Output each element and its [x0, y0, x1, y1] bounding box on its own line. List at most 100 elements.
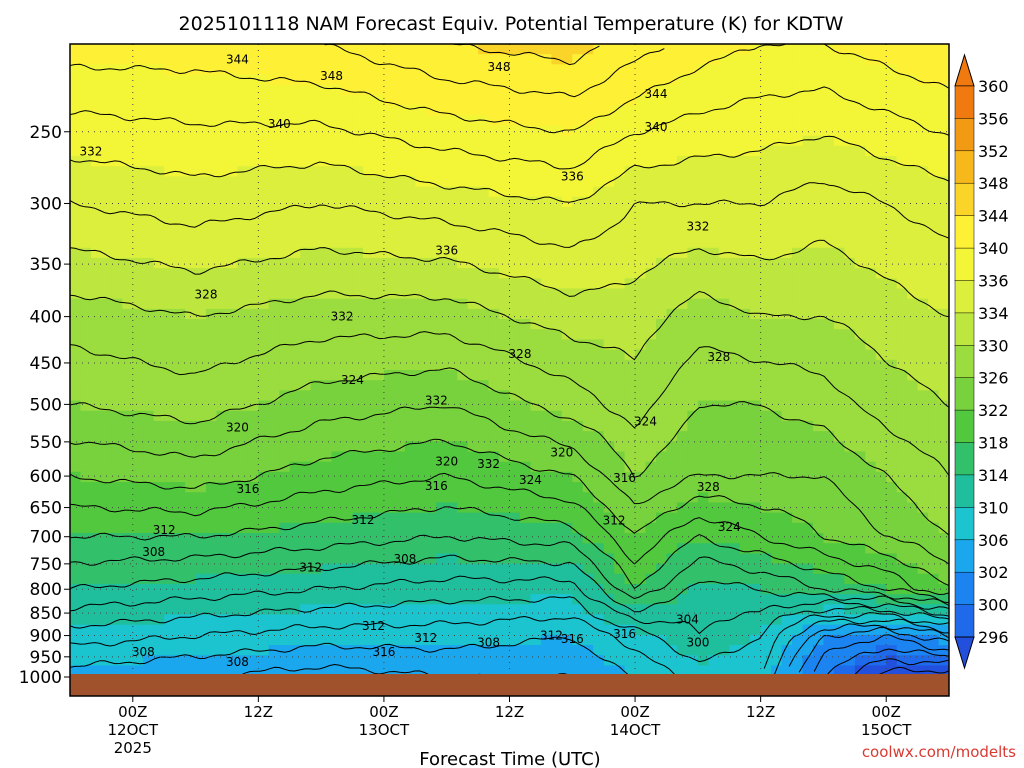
- field-cell: [404, 166, 416, 178]
- field-cell: [561, 451, 573, 463]
- field-cell: [488, 247, 500, 259]
- field-cell: [300, 125, 312, 137]
- field-cell: [792, 247, 804, 259]
- field-cell: [718, 319, 730, 330]
- field-cell: [101, 115, 113, 127]
- field-cell: [143, 441, 155, 453]
- field-cell: [289, 268, 301, 279]
- field-cell: [509, 645, 521, 656]
- field-cell: [519, 125, 532, 137]
- field-cell: [268, 370, 280, 381]
- field-cell: [258, 329, 270, 341]
- field-cell: [718, 533, 730, 544]
- field-cell: [289, 624, 301, 636]
- field-cell: [624, 604, 636, 616]
- field-cell: [143, 431, 155, 442]
- field-cell: [153, 115, 165, 127]
- field-cell: [352, 451, 364, 463]
- field-cell: [478, 614, 490, 626]
- field-cell: [321, 319, 333, 330]
- field-cell: [331, 410, 343, 422]
- field-cell: [844, 370, 856, 381]
- field-cell: [111, 583, 123, 595]
- field-cell: [760, 196, 772, 208]
- field-cell: [216, 247, 228, 259]
- field-cell: [206, 482, 218, 493]
- field-cell: [436, 614, 448, 626]
- field-cell: [174, 84, 186, 96]
- field-cell: [258, 594, 270, 605]
- field-cell: [394, 288, 406, 300]
- field-cell: [750, 105, 762, 116]
- field-cell: [300, 583, 312, 595]
- field-cell: [300, 594, 312, 605]
- field-cell: [708, 431, 720, 442]
- field-cell: [101, 512, 113, 524]
- field-cell: [373, 196, 385, 208]
- field-cell: [614, 370, 626, 381]
- field-cell: [509, 268, 521, 279]
- field-cell: [415, 217, 427, 228]
- field-cell: [833, 482, 845, 493]
- field-cell: [80, 461, 92, 473]
- field-cell: [185, 125, 197, 137]
- field-cell: [80, 298, 92, 310]
- field-cell: [645, 207, 657, 218]
- field-cell: [635, 105, 647, 116]
- field-cell: [854, 380, 866, 391]
- field-cell: [739, 502, 751, 514]
- field-cell: [593, 482, 605, 493]
- field-cell: [289, 319, 301, 330]
- field-cell: [300, 186, 312, 198]
- field-cell: [143, 298, 155, 310]
- field-cell: [833, 512, 845, 524]
- field-cell: [70, 308, 82, 320]
- field-cell: [802, 339, 814, 351]
- field-cell: [331, 594, 343, 605]
- field-cell: [226, 176, 239, 188]
- field-cell: [614, 359, 626, 371]
- field-cell: [624, 594, 636, 605]
- field-cell: [185, 207, 197, 218]
- field-cell: [415, 44, 427, 55]
- field-cell: [603, 359, 615, 371]
- field-cell: [446, 461, 458, 473]
- field-cell: [342, 451, 354, 463]
- field-cell: [394, 196, 406, 208]
- field-cell: [760, 329, 772, 341]
- field-cell: [645, 115, 657, 127]
- field-cell: [739, 84, 751, 96]
- field-cell: [635, 614, 647, 626]
- field-cell: [760, 573, 772, 585]
- field-cell: [624, 359, 636, 371]
- field-cell: [383, 441, 395, 453]
- field-cell: [708, 319, 720, 330]
- field-cell: [300, 64, 312, 76]
- field-cell: [760, 522, 772, 534]
- field-cell: [373, 105, 385, 116]
- field-cell: [697, 482, 709, 493]
- field-cell: [237, 64, 249, 76]
- field-cell: [383, 166, 395, 178]
- field-cell: [185, 176, 197, 188]
- field-cell: [132, 54, 144, 65]
- field-cell: [666, 451, 678, 463]
- field-cell: [425, 512, 437, 524]
- field-cell: [195, 186, 207, 198]
- field-cell: [833, 645, 845, 656]
- field-cell: [875, 370, 887, 381]
- field-cell: [446, 543, 458, 554]
- field-cell: [676, 482, 688, 493]
- field-cell: [90, 145, 102, 157]
- field-cell: [467, 257, 479, 269]
- field-cell: [718, 217, 730, 228]
- field-cell: [771, 257, 783, 269]
- field-cell: [718, 166, 730, 178]
- field-cell: [363, 380, 375, 391]
- field-cell: [446, 44, 458, 55]
- field-cell: [823, 400, 835, 412]
- field-cell: [321, 44, 333, 55]
- field-cell: [718, 288, 730, 300]
- field-cell: [802, 298, 814, 310]
- field-cell: [614, 380, 626, 391]
